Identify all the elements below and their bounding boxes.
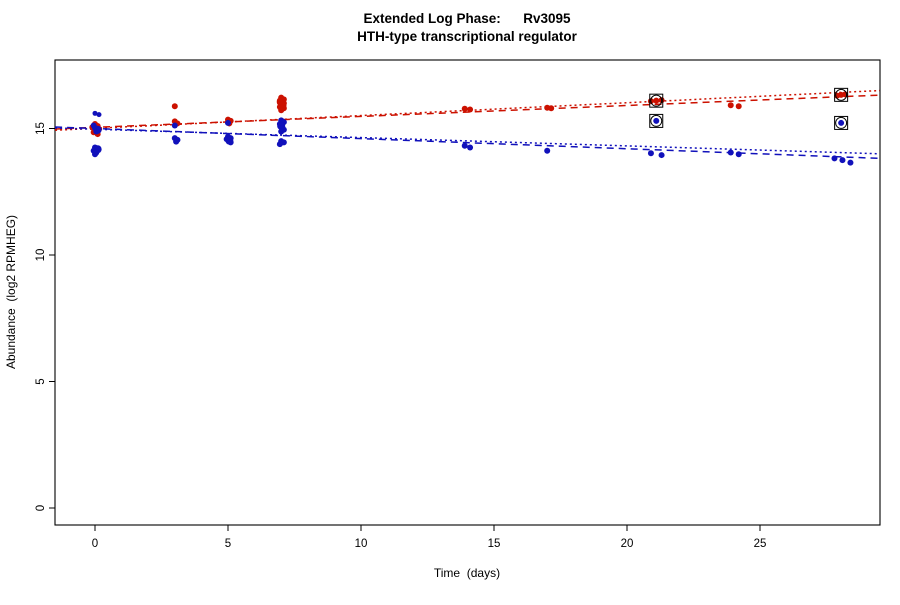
data-point-condition-red: [278, 107, 285, 114]
flag-circle-marker: [650, 114, 663, 127]
data-point-condition-red: [461, 105, 468, 112]
x-axis-label: Time (days): [434, 566, 500, 580]
y-tick-label: 0: [35, 505, 47, 511]
data-points-layer: [89, 91, 854, 166]
plot-border: [54, 59, 881, 526]
y-axis-label: Abundance (log2 RPMHEG): [4, 215, 18, 369]
flagged-data-point: [838, 119, 845, 126]
data-point-condition-blue: [171, 122, 178, 129]
data-point-condition-red: [171, 103, 178, 110]
data-point-condition-red: [727, 102, 734, 109]
x-tick-label: 25: [754, 538, 767, 550]
axis-ticks-layer: 0 5 10 15 20 25 0 5 10 15: [35, 122, 766, 550]
data-point-condition-blue: [839, 157, 846, 164]
flag-circle-marker: [835, 88, 848, 101]
flag-circle-marker: [835, 116, 848, 129]
trend-lines-layer: [55, 89, 880, 160]
trend-line: [55, 94, 880, 130]
x-tick-label: 5: [225, 538, 231, 550]
data-point-condition-red: [467, 106, 474, 113]
data-point-condition-blue: [278, 128, 285, 135]
data-point-condition-blue: [658, 152, 665, 159]
flagged-data-point: [653, 117, 660, 124]
data-point-condition-blue: [92, 151, 98, 158]
y-tick-label: 5: [35, 378, 47, 384]
data-point-condition-blue: [225, 119, 231, 126]
data-point-condition-blue: [173, 138, 180, 145]
flagged-points-layer: [649, 87, 849, 130]
data-point-condition-red: [735, 103, 742, 110]
chart-subtitle: HTH-type transcriptional regulator: [357, 29, 578, 44]
chart-title: Extended Log Phase: Rv3095: [363, 11, 571, 26]
data-point-condition-blue: [276, 141, 283, 148]
x-tick-label: 20: [621, 538, 634, 550]
data-point-condition-blue: [735, 151, 742, 158]
flag-square-marker: [834, 87, 849, 102]
data-point-condition-blue: [647, 150, 654, 157]
data-point-condition-blue: [727, 149, 734, 156]
data-point-condition-blue: [92, 110, 98, 116]
x-tick-label: 15: [488, 538, 501, 550]
flagged-data-point: [653, 97, 660, 104]
flag-circle-marker: [650, 94, 663, 107]
y-tick-label: 10: [35, 249, 47, 262]
flag-square-marker: [834, 115, 849, 130]
y-tick-label: 15: [35, 122, 47, 135]
data-point-condition-blue: [93, 128, 100, 135]
flagged-data-point: [838, 91, 845, 98]
data-point-condition-blue: [544, 147, 551, 154]
data-point-condition-blue: [227, 139, 234, 146]
x-tick-label: 10: [355, 538, 368, 550]
data-point-condition-blue: [467, 144, 474, 151]
trend-line: [55, 126, 880, 160]
x-tick-label: 0: [92, 538, 98, 550]
data-point-condition-blue: [831, 155, 838, 162]
data-point-condition-blue: [461, 142, 468, 149]
data-point-condition-blue: [96, 112, 102, 118]
data-point-condition-red: [548, 105, 555, 112]
data-point-condition-blue: [847, 159, 854, 166]
flag-square-marker: [649, 113, 664, 128]
flag-square-marker: [649, 93, 664, 108]
